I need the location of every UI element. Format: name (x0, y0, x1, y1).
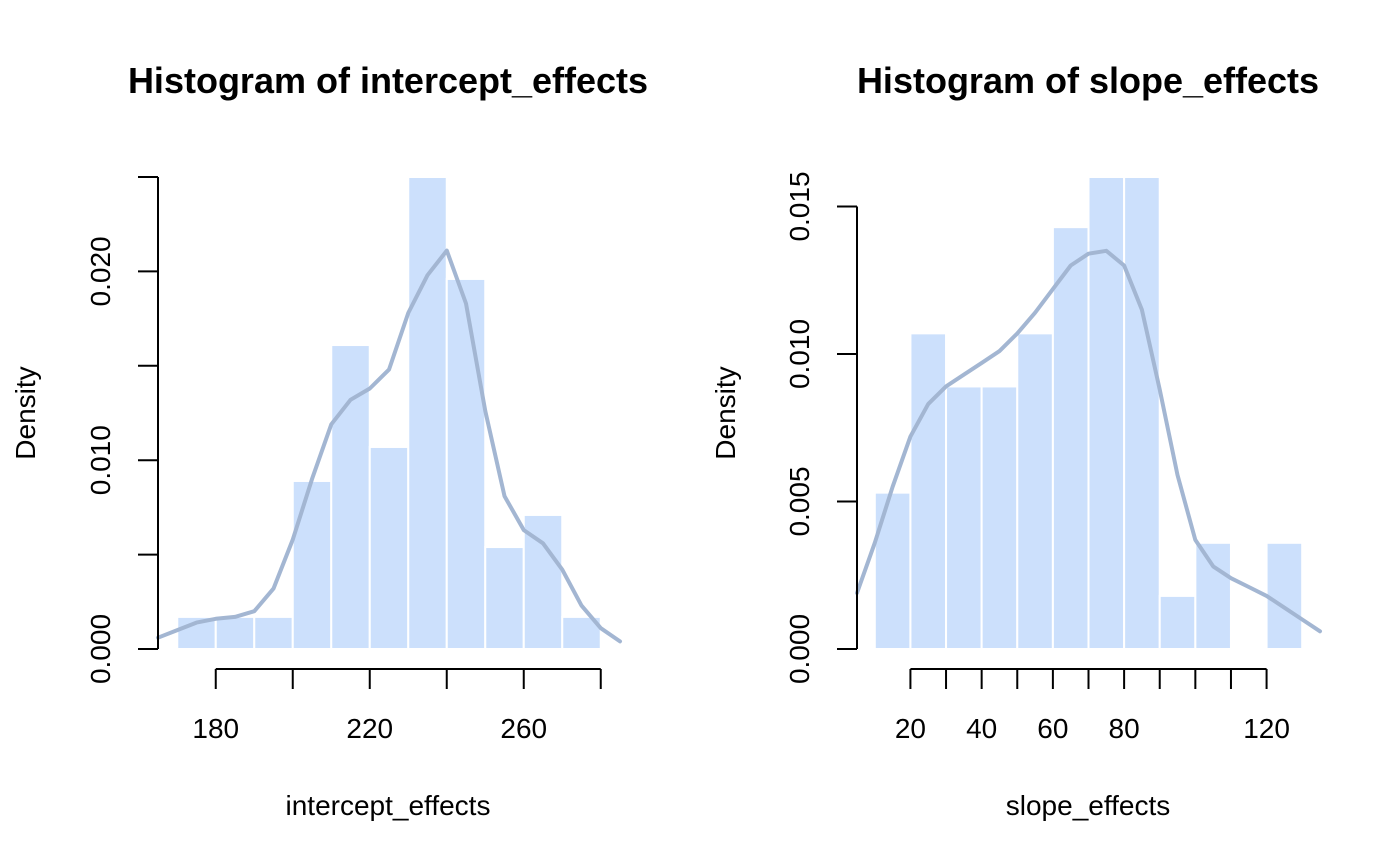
histogram-bar (1265, 541, 1304, 650)
y-tick-label: 0.015 (784, 171, 815, 241)
x-tick-label: 40 (966, 713, 997, 744)
slope-effects-panel: Histogram of slope_effects slope_effects… (710, 60, 1322, 821)
histogram-bar (214, 615, 256, 650)
x-axis-label: slope_effects (1006, 790, 1171, 821)
histogram-bar (873, 491, 912, 650)
histogram-bar (980, 385, 1019, 650)
histogram-bar (1016, 332, 1054, 650)
y-axis: 0.000 0.010 0.020 (85, 176, 159, 684)
histogram-bar (909, 332, 948, 650)
histogram-bars (176, 176, 602, 651)
histogram-bar (522, 513, 564, 651)
x-tick-label: 20 (895, 713, 926, 744)
histogram-bar (1051, 226, 1090, 650)
histogram-bar (1123, 176, 1161, 650)
density-curve-group (156, 248, 622, 644)
y-axis-label: Density (10, 366, 41, 459)
y-tick-label: 0.010 (85, 425, 116, 495)
y-axis: 0.000 0.005 0.010 0.015 (784, 171, 858, 684)
x-tick-label: 260 (500, 713, 547, 744)
histogram-bar (330, 344, 371, 650)
histogram-bar (484, 546, 525, 650)
x-tick-label: 120 (1243, 713, 1290, 744)
histogram-bars (873, 176, 1304, 651)
y-tick-label: 0.000 (85, 614, 116, 684)
y-axis-label: Density (710, 366, 741, 459)
histogram-bar (945, 385, 983, 650)
density-curve-group (855, 248, 1322, 634)
histogram-bar (291, 479, 333, 650)
histogram-bar (253, 615, 294, 650)
chart-title: Histogram of intercept_effects (128, 60, 648, 101)
histogram-bar (445, 277, 487, 650)
histogram-bar (1087, 176, 1126, 650)
histogram-bar (407, 176, 448, 650)
x-tick-label: 220 (346, 713, 393, 744)
x-axis: 20 40 60 80 120 (895, 668, 1290, 744)
chart-title: Histogram of slope_effects (857, 60, 1319, 101)
y-tick-label: 0.005 (784, 466, 815, 536)
density-curve (156, 248, 622, 644)
y-tick-label: 0.010 (784, 319, 815, 389)
x-tick-label: 180 (192, 713, 239, 744)
histogram-bar (1194, 541, 1232, 650)
x-tick-label: 80 (1109, 713, 1140, 744)
histogram-bar (368, 445, 410, 651)
histogram-bar (1158, 594, 1197, 651)
density-curve (855, 248, 1322, 634)
y-tick-label: 0.020 (85, 236, 116, 306)
x-axis-label: intercept_effects (286, 790, 491, 821)
intercept-effects-panel: Histogram of intercept_effects intercept… (10, 60, 648, 821)
x-tick-label: 60 (1037, 713, 1068, 744)
y-tick-label: 0.000 (784, 614, 815, 684)
x-axis: 180 220 260 (192, 668, 602, 744)
